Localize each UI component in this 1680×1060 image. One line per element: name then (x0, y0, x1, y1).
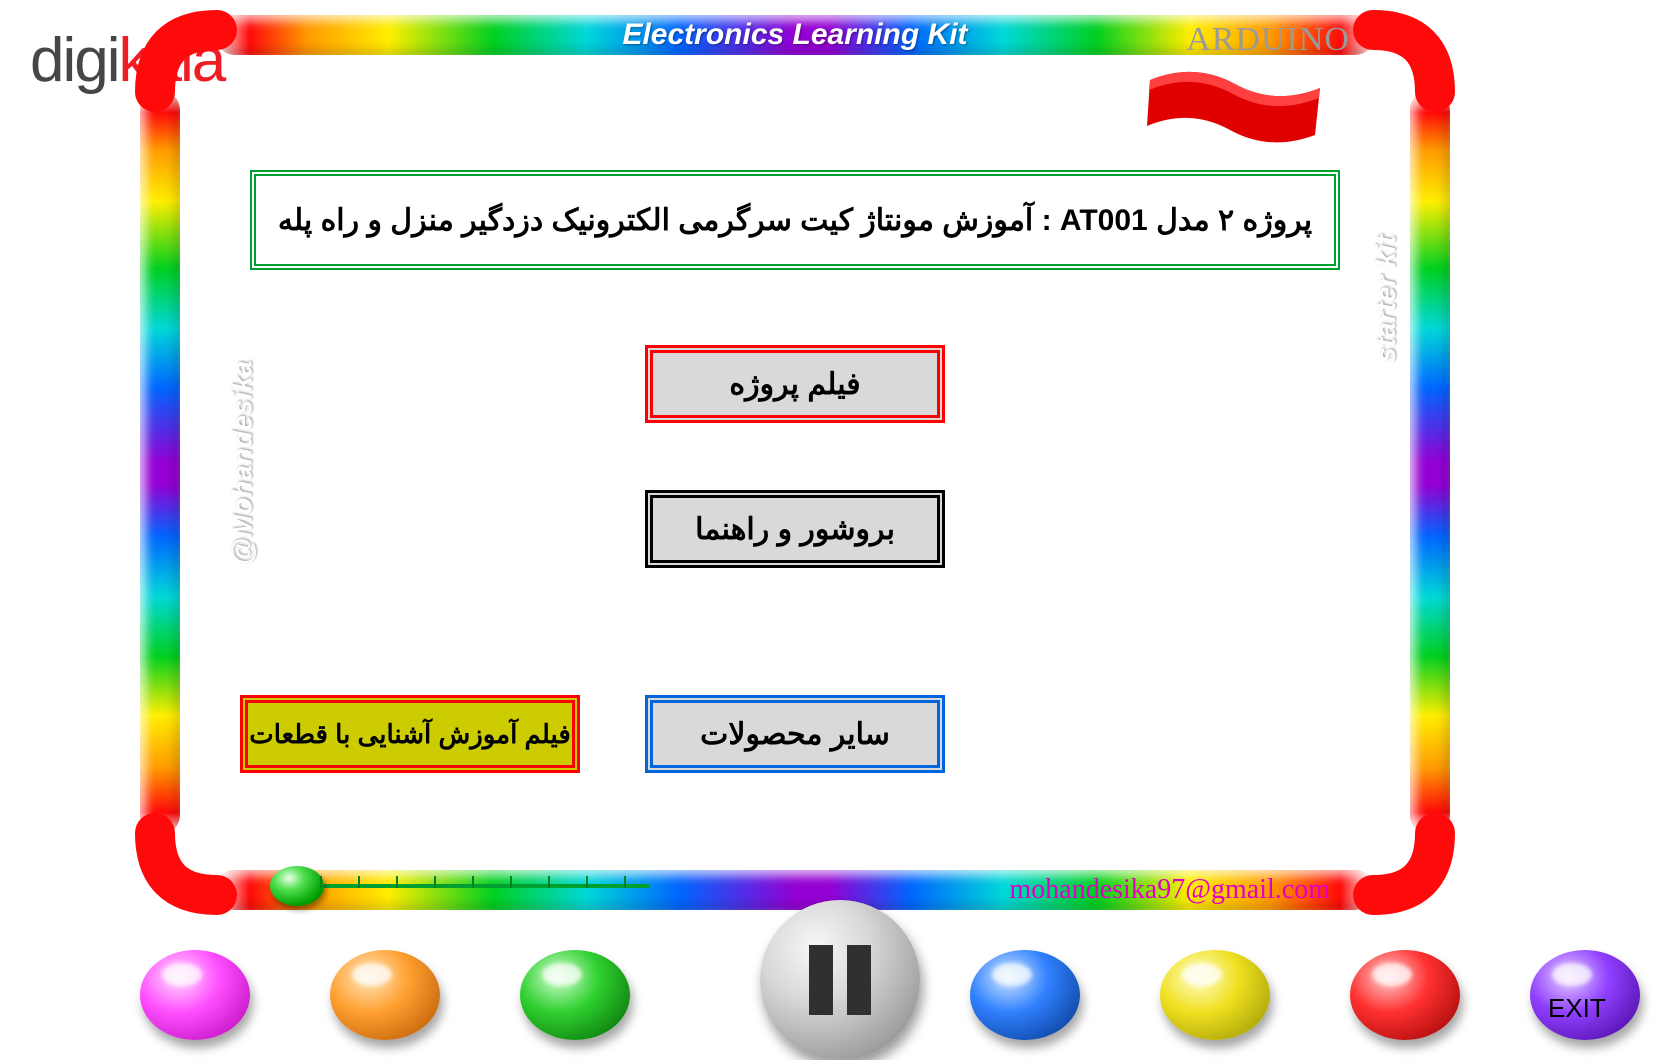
slider-tick (320, 876, 322, 888)
guide-button[interactable]: بروشور و راهنما (645, 490, 945, 568)
slider-tick (396, 876, 398, 888)
main-frame: Electronics Learning Kit @Mohandesika st… (140, 15, 1450, 910)
project-title: پروژه ۲ مدل AT001 : آموزش مونتاژ کیت سرگ… (278, 203, 1312, 238)
parts-video-label: فیلم آموزش آشنایی با قطعات (249, 719, 571, 750)
frame-left: @Mohandesika (140, 90, 180, 835)
slider-tick (624, 876, 626, 888)
nav-egg-magenta[interactable] (140, 950, 250, 1040)
slider-tick (472, 876, 474, 888)
guide-button-label: بروشور و راهنما (695, 512, 895, 547)
nav-egg-orange[interactable] (330, 950, 440, 1040)
slider-tick (434, 876, 436, 888)
project-title-box: پروژه ۲ مدل AT001 : آموزش مونتاژ کیت سرگ… (250, 170, 1340, 270)
slider-tick (548, 876, 550, 888)
logo-part1: digi (30, 26, 119, 95)
email-label: mohandesika97@gmail.com (1010, 874, 1331, 906)
arduino-label: ARDUINO (1186, 21, 1350, 59)
frame-right: starter kit (1410, 90, 1450, 835)
video-button[interactable]: فیلم پروژه (645, 345, 945, 423)
video-button-label: فیلم پروژه (729, 367, 860, 402)
parts-video-button[interactable]: فیلم آموزش آشنایی با قطعات (240, 695, 580, 773)
slider-tick (510, 876, 512, 888)
slider-thumb[interactable] (270, 866, 324, 906)
nav-egg-yellow[interactable] (1160, 950, 1270, 1040)
nav-egg-green[interactable] (520, 950, 630, 1040)
slider-tick (358, 876, 360, 888)
other-products-label: سایر محصولات (700, 717, 890, 752)
nav-egg-blue[interactable] (970, 950, 1080, 1040)
progress-slider[interactable] (270, 874, 650, 898)
flag-icon (1145, 70, 1325, 150)
pause-button[interactable] (760, 900, 920, 1060)
exit-button[interactable] (1530, 950, 1640, 1040)
pause-icon (809, 945, 833, 1015)
other-products-button[interactable]: سایر محصولات (645, 695, 945, 773)
slider-track (300, 884, 650, 888)
frame-corner (135, 10, 295, 170)
left-side-label: @Mohandesika (226, 360, 258, 565)
nav-egg-red[interactable] (1350, 950, 1460, 1040)
right-side-label: starter kit (1370, 235, 1402, 363)
pause-icon (847, 945, 871, 1015)
slider-tick (586, 876, 588, 888)
